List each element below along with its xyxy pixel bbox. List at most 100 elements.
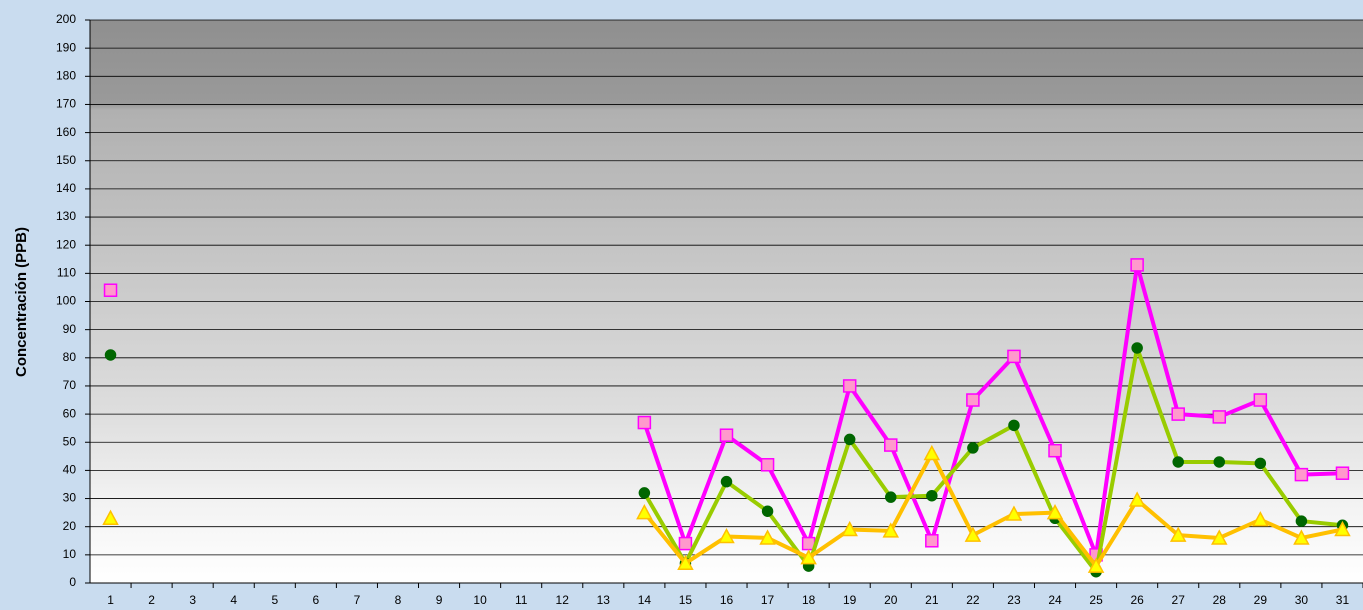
marker: [1048, 443, 1062, 458]
marker: [718, 527, 735, 544]
marker: [761, 505, 774, 517]
x-tick-label: 25: [1089, 593, 1103, 607]
marker: [103, 283, 118, 297]
marker: [1294, 467, 1309, 482]
x-tick-label: 7: [354, 593, 361, 607]
x-tick-label: 6: [313, 593, 320, 607]
marker: [841, 520, 858, 537]
marker: [104, 349, 117, 361]
series-line: [642, 451, 1343, 569]
marker: [842, 379, 857, 393]
x-tick-label: 20: [884, 593, 898, 607]
y-tick-label: 10: [63, 547, 77, 561]
y-tick-label: 100: [56, 294, 76, 308]
y-axis-label: Concentración (PPB): [13, 227, 30, 377]
marker: [1252, 511, 1269, 527]
marker: [1254, 457, 1267, 470]
marker: [1128, 491, 1146, 507]
y-tick-label: 20: [63, 519, 77, 533]
x-tick-label: 17: [761, 593, 775, 607]
x-tick-label: 26: [1130, 593, 1144, 607]
marker: [1293, 529, 1310, 545]
marker: [637, 415, 652, 430]
marker: [1005, 505, 1023, 521]
x-tick-label: 10: [473, 593, 487, 607]
marker: [964, 526, 982, 542]
x-tick-label: 21: [925, 593, 939, 607]
marker: [923, 444, 941, 461]
x-tick-label: 3: [189, 593, 196, 607]
marker: [884, 438, 898, 452]
marker: [882, 522, 900, 538]
y-tick-label: 130: [56, 209, 76, 223]
x-tick-label: 11: [515, 593, 528, 607]
marker: [1334, 520, 1351, 537]
y-tick-label: 170: [56, 97, 76, 111]
x-tick-label: 14: [638, 593, 652, 607]
marker: [678, 536, 693, 551]
marker: [1087, 557, 1105, 573]
y-tick-label: 160: [56, 125, 76, 139]
marker: [1253, 393, 1268, 407]
marker: [1213, 456, 1226, 468]
x-tick-label: 2: [148, 593, 155, 607]
marker: [1171, 407, 1185, 421]
x-tick-label: 4: [230, 593, 237, 607]
y-tick-label: 200: [56, 12, 76, 26]
x-tick-label: 18: [802, 593, 816, 607]
marker: [1130, 258, 1144, 272]
marker: [1172, 456, 1184, 468]
marker: [843, 433, 856, 446]
x-tick-label: 1: [107, 593, 114, 607]
marker: [1046, 504, 1064, 520]
marker: [720, 475, 733, 488]
y-tick-label: 70: [63, 378, 77, 392]
y-tick-label: 90: [63, 322, 77, 336]
y-tick-label: 110: [57, 266, 76, 280]
marker: [677, 554, 694, 571]
y-tick-label: 190: [56, 40, 76, 54]
x-tick-label: 16: [720, 593, 734, 607]
y-tick-label: 80: [63, 350, 77, 364]
x-tick-label: 19: [843, 593, 857, 607]
marker: [1295, 515, 1308, 527]
marker: [759, 529, 776, 545]
y-tick-label: 140: [56, 181, 76, 195]
x-tick-label: 24: [1048, 593, 1062, 607]
marker: [800, 549, 817, 565]
marker: [719, 428, 734, 442]
marker: [638, 487, 651, 499]
y-tick-label: 150: [56, 153, 76, 167]
x-tick-label: 27: [1172, 593, 1186, 607]
y-tick-label: 0: [69, 575, 76, 589]
y-tick-label: 40: [63, 463, 77, 477]
marker: [1007, 349, 1021, 364]
y-tick-label: 120: [56, 237, 76, 251]
marker: [1212, 410, 1227, 424]
x-tick-label: 12: [556, 593, 570, 607]
x-tick-label: 29: [1254, 593, 1268, 607]
series-line: [642, 345, 1343, 574]
y-tick-label: 30: [63, 491, 77, 505]
marker: [1131, 342, 1143, 354]
marker: [966, 393, 980, 407]
x-tick-label: 5: [271, 593, 278, 607]
x-tick-label: 9: [436, 593, 443, 607]
x-tick-label: 8: [395, 593, 402, 607]
marker: [885, 491, 897, 503]
marker: [760, 458, 775, 472]
y-tick-label: 180: [56, 68, 76, 82]
marker: [925, 534, 939, 548]
y-tick-label: 50: [63, 434, 77, 448]
marker: [926, 489, 938, 502]
marker: [102, 509, 119, 526]
y-tick-label: 60: [63, 406, 77, 420]
marker: [967, 442, 979, 454]
x-tick-label: 31: [1336, 593, 1350, 607]
x-tick-label: 23: [1007, 593, 1021, 607]
x-tick-label: 30: [1295, 593, 1309, 607]
x-tick-label: 22: [966, 593, 980, 607]
marker: [1008, 419, 1020, 432]
marker: [1335, 466, 1350, 480]
